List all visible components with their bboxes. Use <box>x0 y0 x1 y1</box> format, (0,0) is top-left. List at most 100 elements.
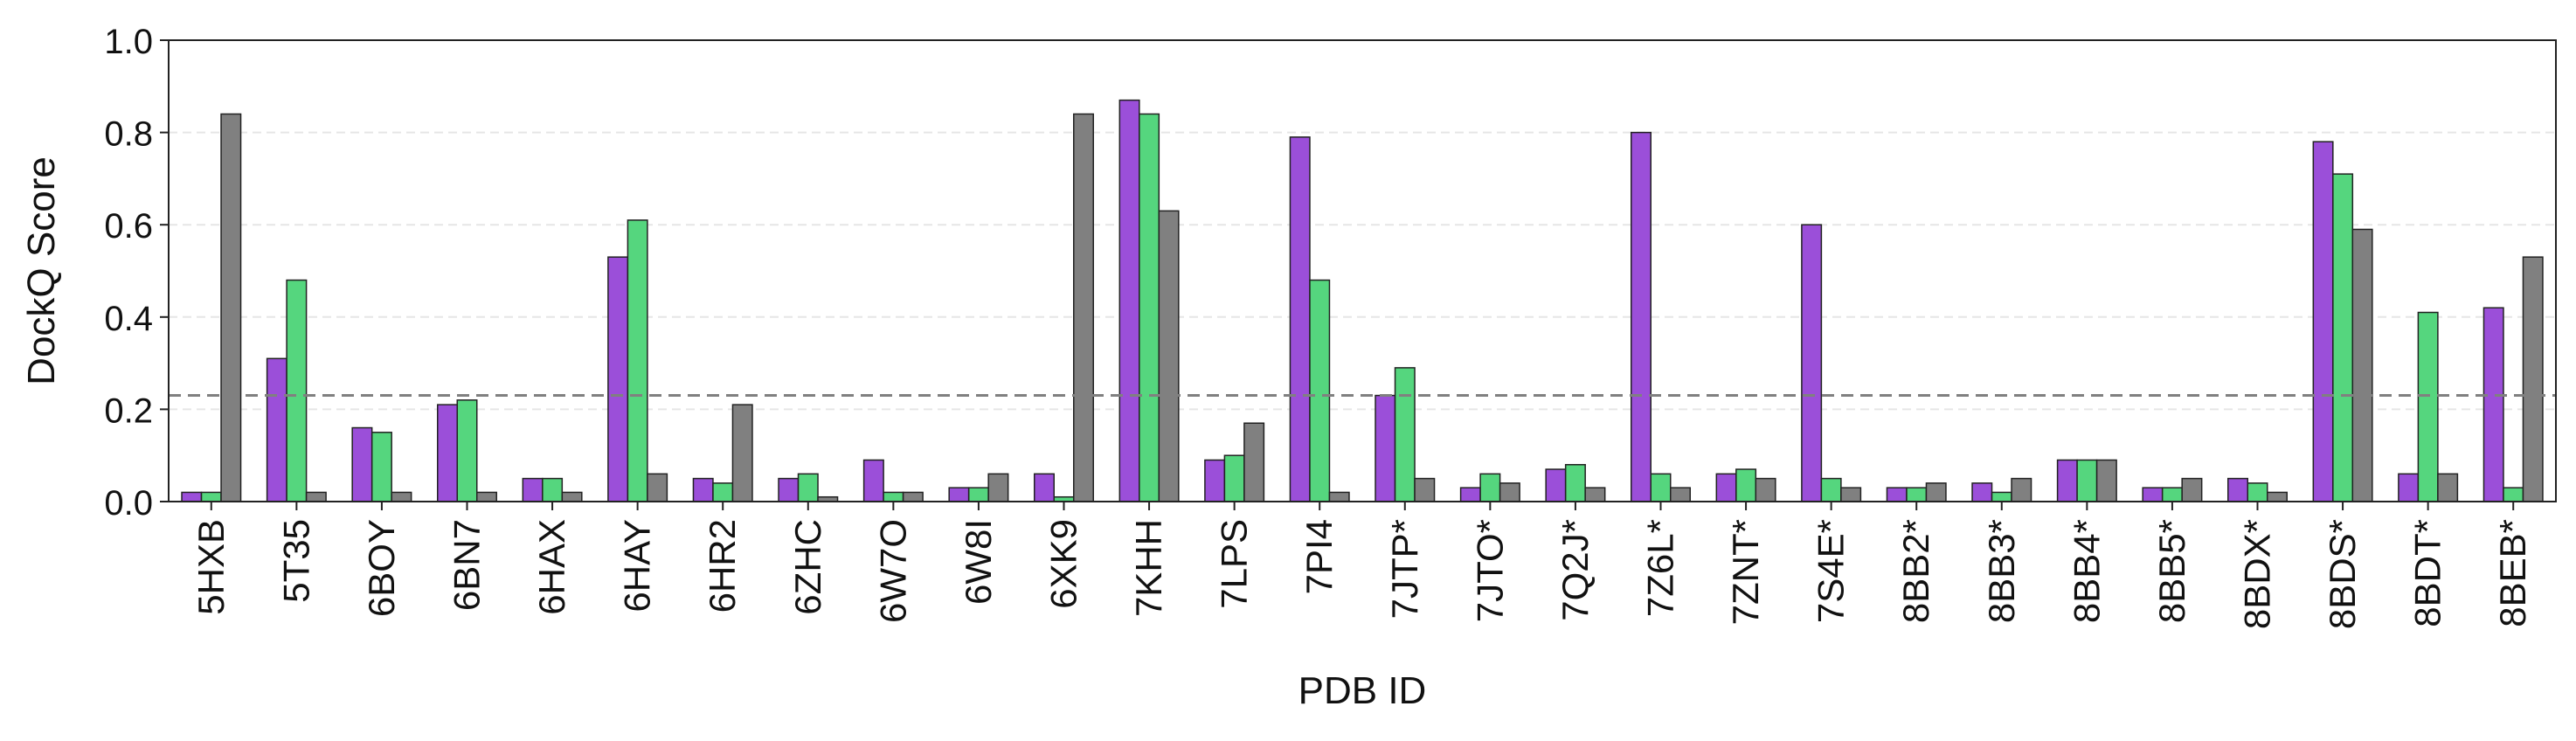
x-tick-label: 7Q2J* <box>1555 519 1596 621</box>
x-tick-label: 8BEB* <box>2492 519 2533 627</box>
bar-8bb5-star-s3 <box>2181 477 2203 502</box>
bar-8bb5-star-s2 <box>2161 487 2183 502</box>
gridlines <box>169 131 2556 411</box>
bar-6w8i-s2 <box>967 487 989 502</box>
x-tick-label: 5T35 <box>275 519 316 603</box>
bar-7lps-s2 <box>1223 454 1245 502</box>
bar-5t35-s2 <box>286 279 308 502</box>
x-axis: 5HXB 5T35 6BOY 6BN7 6HAX 6HAY 6HR2 6ZHC 6W7O 6W8I… <box>190 502 2533 629</box>
bar-7q2j-star-s3 <box>1584 487 1606 502</box>
x-tick-label: 5HXB <box>190 519 232 615</box>
x-tick-label: 7ZNT* <box>1725 519 1766 625</box>
bar-7khh-s1 <box>1118 99 1140 502</box>
bar-8bb2-star-s3 <box>1925 482 1947 502</box>
x-tick-label: 6HR2 <box>702 519 743 613</box>
y-tick-label: 0.8 <box>104 115 153 154</box>
x-tick-label: 8BB4* <box>2066 519 2107 623</box>
bar-8beb-star-s2 <box>2503 487 2524 502</box>
bar-8bb3-star-s1 <box>1971 482 1993 502</box>
bar-7pi4-s2 <box>1309 279 1331 502</box>
bar-7q2j-star-s1 <box>1545 468 1567 502</box>
x-tick-label: 6ZHC <box>787 519 828 615</box>
bar-7znt-star-s2 <box>1735 468 1757 502</box>
bar-6bn7-s3 <box>476 491 497 502</box>
bar-6xk9-s1 <box>1034 473 1055 502</box>
bar-8bdx-star-s1 <box>2227 477 2248 502</box>
bar-6boy-s3 <box>391 491 412 502</box>
bar-5hxb-s2 <box>200 491 222 502</box>
bar-5t35-s3 <box>305 491 327 502</box>
x-tick-label: 8BB5* <box>2151 519 2192 623</box>
bar-7jto-star-s3 <box>1499 482 1520 502</box>
bar-5hxb-s3 <box>220 113 242 502</box>
bar-6zhc-s1 <box>778 477 800 502</box>
bar-8bds-star-s3 <box>2351 228 2373 502</box>
x-tick-label: 8BDT* <box>2407 519 2448 627</box>
bar-7z6l-star-s3 <box>1670 487 1691 502</box>
x-axis-label: PDB ID <box>1298 669 1427 712</box>
bars <box>181 99 2544 502</box>
y-axis: 0.0 0.2 0.4 0.6 0.8 1.0 <box>104 23 169 523</box>
bar-6xk9-s3 <box>1073 113 1094 502</box>
bar-8bb2-star-s1 <box>1886 487 1908 502</box>
bar-7z6l-star-s1 <box>1631 131 1652 502</box>
bar-7jtp-star-s1 <box>1375 394 1396 502</box>
y-axis-label: DockQ Score <box>20 156 63 385</box>
y-tick-label: 0.0 <box>104 484 153 523</box>
x-tick-label: 7Z6L* <box>1640 519 1681 617</box>
bar-7khh-s3 <box>1158 210 1180 502</box>
bar-8bb5-star-s1 <box>2142 487 2164 502</box>
bar-8bb3-star-s3 <box>2011 477 2032 502</box>
bar-7jtp-star-s3 <box>1414 477 1436 502</box>
bar-8beb-star-s1 <box>2483 307 2504 502</box>
bar-8bdx-star-s3 <box>2267 491 2288 502</box>
bar-5t35-s1 <box>266 357 287 502</box>
x-tick-label: 6XK9 <box>1043 519 1084 609</box>
bar-7z6l-star-s2 <box>1650 473 1672 502</box>
bar-7znt-star-s1 <box>1715 473 1737 502</box>
bar-7jto-star-s2 <box>1479 473 1501 502</box>
x-tick-label: 6W8I <box>958 519 999 605</box>
bar-6hay-s3 <box>647 473 668 502</box>
bar-7jtp-star-s2 <box>1394 367 1416 502</box>
bar-6w7o-s2 <box>883 491 904 502</box>
bar-6bn7-s2 <box>456 399 478 502</box>
bar-8bb3-star-s2 <box>1991 491 2012 502</box>
x-tick-label: 8BDX* <box>2237 519 2278 629</box>
bar-8bds-star-s1 <box>2312 141 2334 502</box>
bar-6bn7-s1 <box>437 404 458 502</box>
x-tick-label: 6HAY <box>617 519 658 613</box>
bar-7lps-s1 <box>1204 459 1226 502</box>
bar-7znt-star-s3 <box>1755 477 1776 502</box>
x-tick-label: 6BOY <box>361 519 402 617</box>
bar-7s4e-star-s2 <box>1820 477 1842 502</box>
bar-8beb-star-s3 <box>2522 256 2544 502</box>
bar-8bdt-star-s1 <box>2398 473 2420 502</box>
x-tick-label: 7JTO* <box>1469 519 1510 622</box>
bar-6w7o-s1 <box>862 459 884 502</box>
bar-6boy-s1 <box>351 426 373 502</box>
bar-6hax-s3 <box>561 491 583 502</box>
bar-7pi4-s1 <box>1289 136 1311 502</box>
bar-6w7o-s3 <box>902 491 924 502</box>
bar-6hr2-s1 <box>692 477 714 502</box>
bar-8bb4-star-s1 <box>2056 459 2078 502</box>
bar-6hay-s2 <box>627 219 648 502</box>
y-tick-label: 0.6 <box>104 207 153 246</box>
bar-6hax-s2 <box>542 477 564 502</box>
bar-8bb2-star-s2 <box>1906 487 1928 502</box>
x-tick-label: 6W7O <box>872 519 913 623</box>
bar-7lps-s3 <box>1243 422 1265 502</box>
x-tick-label: 6HAX <box>531 519 572 615</box>
bar-7s4e-star-s1 <box>1801 224 1823 502</box>
bar-6w8i-s1 <box>948 487 970 502</box>
bar-5hxb-s1 <box>181 491 203 502</box>
bar-8bdt-star-s2 <box>2417 311 2439 502</box>
bar-8bdx-star-s2 <box>2247 482 2268 502</box>
x-tick-label: 8BB2* <box>1895 519 1936 623</box>
x-tick-label: 7LPS <box>1214 519 1255 609</box>
bar-6boy-s2 <box>370 432 392 502</box>
bar-6hr2-s3 <box>731 404 753 502</box>
bar-8bdt-star-s3 <box>2437 473 2459 502</box>
bar-7q2j-star-s2 <box>1564 464 1586 502</box>
